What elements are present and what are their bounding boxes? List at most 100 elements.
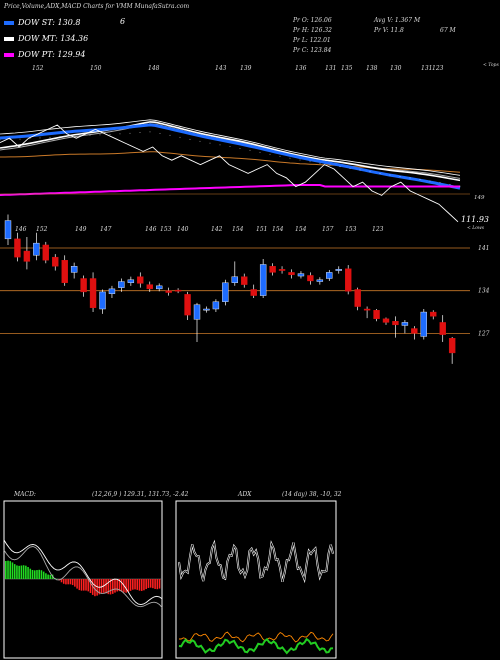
macd-histogram-bar [129, 579, 132, 591]
macd-histogram-bar [120, 579, 123, 592]
macd-histogram-bar [31, 569, 34, 579]
candle-body [382, 318, 390, 323]
candle-body [448, 338, 456, 354]
dotted-trend-point [29, 138, 31, 139]
macd-histogram-bar [25, 565, 27, 579]
candle-body [61, 260, 68, 283]
candle-body [212, 301, 220, 310]
dotted-trend-point [119, 133, 121, 135]
dotted-trend-point [329, 164, 331, 166]
ohlc-high: Pr H: 126.32 [293, 27, 332, 34]
low-number: 157 [322, 226, 334, 233]
dotted-trend-point [149, 131, 151, 133]
adx-plus-di-line [179, 631, 334, 643]
dotted-trend-point [449, 184, 451, 185]
top-number: 135 [341, 65, 353, 72]
dotted-trend-point [9, 139, 11, 141]
chart-header: Price,Volume,ADX,MACD Charts for VMM Mun… [4, 3, 190, 10]
macd-histogram-bar [149, 579, 152, 588]
macd-histogram-bar [125, 579, 127, 593]
low-number: 142 [211, 226, 223, 233]
dotted-trend-point [319, 163, 321, 164]
candle-body [118, 281, 125, 288]
macd-label: MACD: [14, 491, 36, 498]
dotted-trend-point [349, 167, 351, 169]
macd-histogram-bar [83, 579, 85, 591]
candle-body [411, 328, 418, 334]
low-number: 152 [36, 226, 48, 233]
candle-body [297, 273, 305, 277]
candle-body [316, 279, 324, 282]
top-number: 123 [432, 65, 444, 72]
adx-values: (14 day) 38, -10, 32 [282, 491, 342, 498]
macd-histogram-bar [87, 579, 90, 592]
legend-swatch-pt [4, 52, 14, 57]
ema-band-white2 [0, 119, 461, 176]
legend-dow-pt-label: DOW PT: 129.94 [18, 50, 86, 59]
low-number: 151 [256, 226, 267, 233]
low-number: 140 [177, 226, 189, 233]
dotted-trend-point [179, 136, 181, 138]
macd-histogram-bar [136, 579, 139, 590]
top-number: 130 [390, 65, 402, 72]
macd-histogram-bar [62, 579, 65, 584]
candle-body [354, 289, 361, 307]
adx-line-core [178, 541, 334, 582]
low-number: 146 [145, 226, 157, 233]
ohlc-close: Pr C: 123.84 [293, 47, 332, 54]
dotted-trend-point [39, 137, 41, 139]
macd-histogram-bar [27, 567, 29, 579]
candle-body [127, 279, 135, 283]
dow-mt-line [0, 121, 461, 182]
level-label: 127 [478, 330, 490, 337]
top-number: 150 [90, 65, 102, 72]
candle-body [174, 289, 182, 292]
macd-histogram-bar [132, 579, 134, 590]
macd-histogram-bar [80, 579, 83, 591]
candle-body [430, 311, 437, 317]
macd-histogram-bar [118, 579, 121, 592]
candle-body [89, 278, 97, 308]
low-number: 153 [160, 226, 172, 233]
macd-histogram-bar [16, 565, 18, 579]
macd-histogram-bar [45, 573, 47, 579]
right-value-149: 149 [474, 195, 485, 201]
top-number: 136 [295, 65, 307, 72]
dotted-trend-point [419, 179, 421, 180]
top-number: 152 [32, 65, 44, 72]
macd-histogram-bar [98, 579, 101, 595]
macd-histogram-bar [89, 579, 92, 593]
candle-body [4, 220, 12, 240]
macd-histogram-bar [96, 579, 98, 596]
price-close-trail [0, 124, 459, 223]
macd-values: (12,26,9 ) 129.31, 131.73, -2.42 [92, 491, 189, 498]
macd-histogram-bar [152, 579, 154, 589]
low-number: 147 [100, 226, 112, 233]
dotted-trend-point [439, 182, 441, 184]
candle-body [193, 304, 201, 320]
candle-body [345, 268, 352, 292]
dotted-trend-point [279, 155, 281, 157]
candle-body [137, 276, 144, 284]
current-value: 111.93 [461, 215, 489, 224]
macd-histogram-bar [49, 574, 52, 579]
ohlc-open: Pr O: 126.06 [293, 17, 332, 24]
top-number: 143 [215, 65, 227, 72]
candle-body [420, 311, 427, 337]
dotted-trend-point [399, 176, 401, 177]
candle-body [14, 238, 21, 258]
dow-pt-line [0, 184, 460, 196]
low-number: 154 [295, 226, 307, 233]
candle-body [326, 272, 333, 279]
candle-body [439, 322, 446, 335]
candle-body [108, 288, 116, 294]
macd-histogram-bar [40, 570, 43, 579]
macd-histogram-bar [116, 579, 118, 592]
macd-histogram-bar [76, 579, 78, 589]
dotted-trend-point [69, 135, 71, 137]
dotted-trend-point [259, 151, 261, 153]
dotted-trend-point [249, 149, 251, 151]
dotted-trend-point [229, 146, 231, 148]
macd-histogram-bar [29, 568, 32, 579]
